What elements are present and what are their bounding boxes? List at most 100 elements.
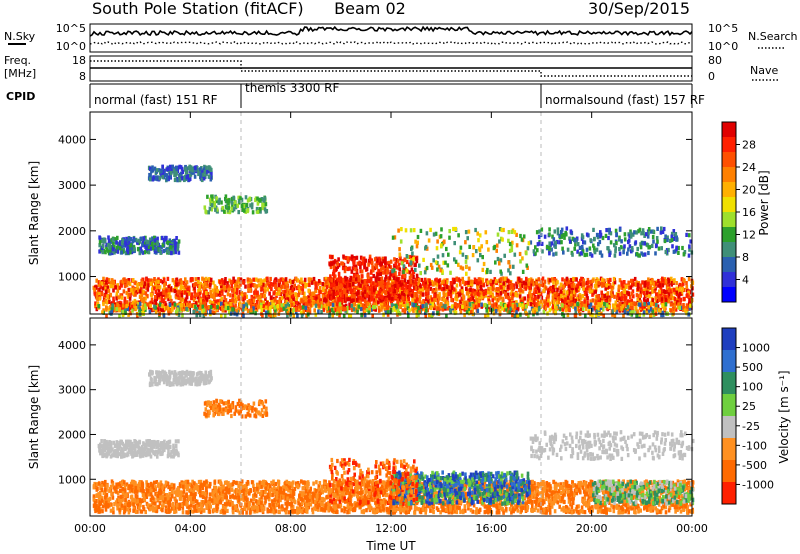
echo-cell <box>436 306 440 311</box>
echo-cell <box>354 277 358 282</box>
echo-cell <box>199 298 203 303</box>
echo-cell <box>111 283 114 289</box>
echo-cell <box>691 292 695 297</box>
echo-cell <box>615 304 619 309</box>
echo-cell <box>272 291 275 296</box>
echo-cell <box>620 291 624 296</box>
echo-cell <box>161 174 164 180</box>
echo-cell <box>445 279 449 285</box>
echo-cell <box>127 278 131 283</box>
echo-cell <box>614 300 618 305</box>
echo-cell <box>288 298 292 303</box>
echo-cell <box>114 285 118 290</box>
echo-cell <box>404 303 407 309</box>
echo-cell <box>672 287 676 292</box>
echo-cell <box>454 288 458 293</box>
echo-cell <box>292 301 295 306</box>
echo-cell <box>218 279 222 284</box>
echo-cell <box>613 294 616 299</box>
echo-cell <box>108 245 111 250</box>
echo-cell <box>179 278 183 283</box>
echo-cell <box>477 280 481 285</box>
echo-cell <box>161 164 164 169</box>
echo-cell <box>152 175 155 180</box>
echo-cell <box>216 289 219 294</box>
echo-cell <box>524 286 528 291</box>
echo-cell <box>257 296 260 301</box>
echo-cell <box>180 290 184 295</box>
echo-cell <box>350 269 354 274</box>
echo-cell <box>586 280 590 285</box>
echo-cell <box>546 294 550 299</box>
echo-cell <box>495 290 499 295</box>
echo-cell <box>368 278 372 284</box>
echo-cell <box>265 305 268 310</box>
echo-cell <box>336 291 340 296</box>
echo-cell <box>515 302 519 308</box>
echo-cell <box>607 279 611 284</box>
echo-cell <box>176 292 180 298</box>
echo-cell <box>552 277 556 283</box>
echo-cell <box>438 292 441 297</box>
echo-cell <box>530 279 533 284</box>
echo-cell <box>661 276 664 281</box>
echo-cell <box>659 309 663 314</box>
echo-cell <box>413 285 416 290</box>
echo-cell <box>220 296 223 301</box>
echo-cell <box>355 292 358 297</box>
echo-cell <box>359 265 362 270</box>
echo-cell <box>506 284 510 289</box>
echo-cell <box>401 282 404 287</box>
echo-cell <box>307 280 311 285</box>
echo-cell <box>140 278 143 283</box>
cpid-segment-2: themis 3300 RF <box>245 81 339 95</box>
echo-cell <box>454 302 457 307</box>
echo-cell <box>463 312 466 318</box>
echo-cell <box>393 283 397 289</box>
echo-cell <box>361 279 364 284</box>
echo-cell <box>626 311 630 316</box>
echo-cell <box>402 285 405 290</box>
echo-cell <box>157 293 161 298</box>
echo-cell <box>552 309 556 314</box>
echo-cell <box>642 310 646 315</box>
echo-cell <box>414 303 418 308</box>
echo-cell <box>344 303 348 308</box>
echo-cell <box>200 284 203 289</box>
echo-cell <box>623 296 627 301</box>
echo-cell <box>207 294 211 299</box>
echo-cell <box>398 271 401 276</box>
echo-cell <box>597 302 600 307</box>
echo-cell <box>262 282 265 287</box>
echo-cell <box>493 306 497 311</box>
echo-cell <box>366 301 370 307</box>
echo-cell <box>157 289 161 294</box>
echo-cell <box>133 302 137 307</box>
echo-cell <box>171 307 174 312</box>
echo-cell <box>438 296 441 301</box>
echo-cell <box>211 288 215 293</box>
echo-cell <box>588 289 592 294</box>
echo-cell <box>540 282 543 287</box>
echo-cell <box>565 281 568 286</box>
echo-cell <box>377 260 380 266</box>
echo-cell <box>487 287 490 292</box>
cpid-segment-1: normal (fast) 151 RF <box>94 93 218 107</box>
echo-cell <box>144 296 147 301</box>
echo-cell <box>671 287 675 292</box>
echo-cell <box>675 290 679 295</box>
echo-cell <box>359 300 363 305</box>
echo-cell <box>131 300 135 305</box>
echo-cell <box>567 307 570 312</box>
echo-cell <box>658 283 661 288</box>
echo-cell <box>514 306 518 312</box>
echo-cell <box>346 283 350 288</box>
echo-cell <box>302 299 306 304</box>
echo-cell <box>216 299 220 304</box>
echo-cell <box>521 303 524 308</box>
echo-cell <box>688 300 691 305</box>
echo-cell <box>501 306 504 311</box>
echo-cell <box>410 267 414 272</box>
echo-cell <box>308 291 312 296</box>
echo-cell <box>227 200 230 206</box>
